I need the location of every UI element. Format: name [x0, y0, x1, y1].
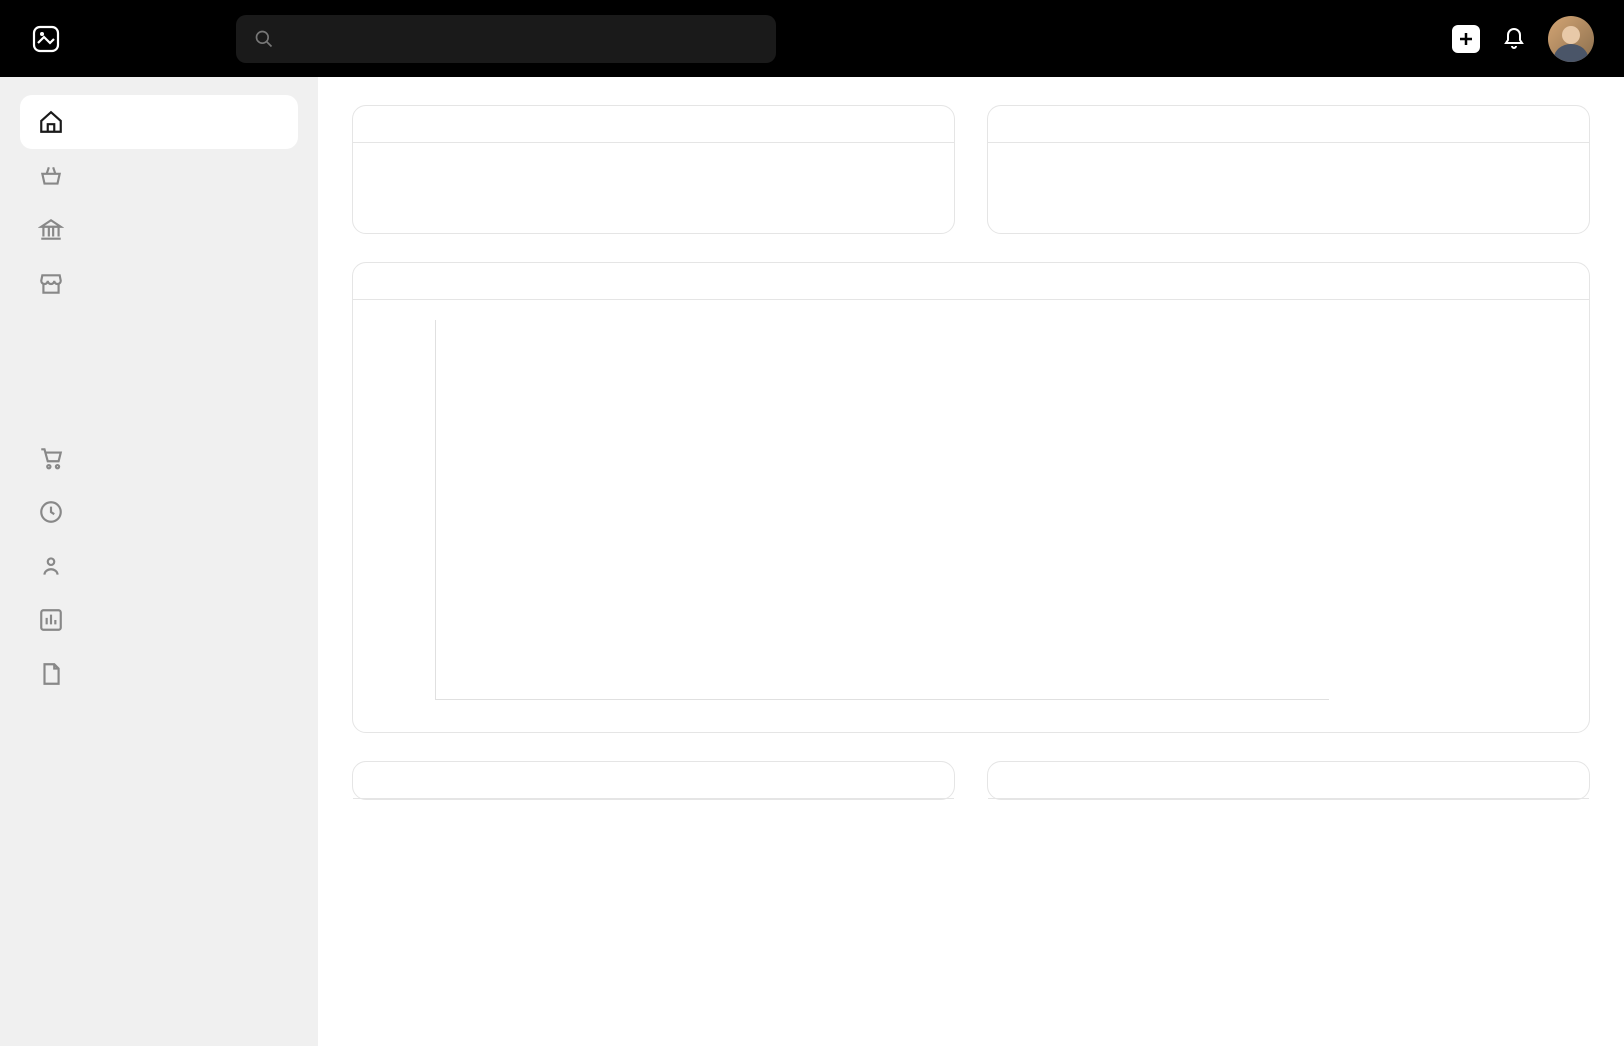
- cart-icon: [38, 445, 64, 471]
- clock-icon: [38, 499, 64, 525]
- sidebar-sub-customers[interactable]: [20, 311, 298, 331]
- brand[interactable]: [30, 23, 76, 55]
- books-logo-icon: [30, 23, 62, 55]
- income-expense-title: [353, 762, 954, 799]
- sidebar-item-reports[interactable]: [20, 593, 298, 647]
- sidebar-item-time-tracking[interactable]: [20, 485, 298, 539]
- sidebar-item-home[interactable]: [20, 95, 298, 149]
- add-button[interactable]: [1452, 25, 1480, 53]
- payables-card: [987, 105, 1590, 234]
- document-icon: [38, 661, 64, 687]
- cashflow-title: [353, 263, 1589, 300]
- sidebar-sub-credit-notes[interactable]: [20, 411, 298, 431]
- plus-icon: [1458, 31, 1474, 47]
- payables-title: [988, 106, 1589, 143]
- sidebar-sub-retainer-invoices[interactable]: [20, 351, 298, 371]
- cashflow-summary: [1329, 320, 1559, 714]
- sidebar-item-accountant[interactable]: [20, 539, 298, 593]
- receivables-title: [353, 106, 954, 143]
- sidebar-item-documents[interactable]: [20, 647, 298, 701]
- home-icon: [38, 109, 64, 135]
- receivables-progress: [375, 177, 932, 191]
- cashflow-grid: [435, 320, 1329, 700]
- store-icon: [38, 271, 64, 297]
- sidebar-item-items[interactable]: [20, 149, 298, 203]
- receivables-card: [352, 105, 955, 234]
- avatar[interactable]: [1548, 16, 1594, 62]
- search-input[interactable]: [286, 28, 758, 50]
- topbar: [0, 0, 1624, 77]
- cashflow-y-axis: [373, 330, 433, 700]
- sidebar-item-purchases[interactable]: [20, 431, 298, 485]
- person-icon: [38, 553, 64, 579]
- basket-icon: [38, 163, 64, 189]
- sidebar-sub-estimates[interactable]: [20, 331, 298, 351]
- payables-progress: [1010, 177, 1567, 191]
- chart-icon: [38, 607, 64, 633]
- sidebar: [0, 77, 318, 1046]
- topbar-actions: [1452, 16, 1594, 62]
- cashflow-svg: [436, 320, 1329, 699]
- search-box[interactable]: [236, 15, 776, 63]
- sidebar-item-banking[interactable]: [20, 203, 298, 257]
- search-icon: [254, 29, 274, 49]
- sidebar-item-sales[interactable]: [20, 257, 298, 311]
- sidebar-sub-invoices[interactable]: [20, 391, 298, 411]
- cashflow-card: [352, 262, 1590, 733]
- cashflow-chart: [373, 320, 1329, 714]
- top-expenses-title: [988, 762, 1589, 799]
- bell-icon[interactable]: [1502, 27, 1526, 51]
- sidebar-sub-sales-orders[interactable]: [20, 371, 298, 391]
- top-expenses-card: [987, 761, 1590, 800]
- bank-icon: [38, 217, 64, 243]
- main-content: [318, 77, 1624, 1046]
- income-expense-card: [352, 761, 955, 800]
